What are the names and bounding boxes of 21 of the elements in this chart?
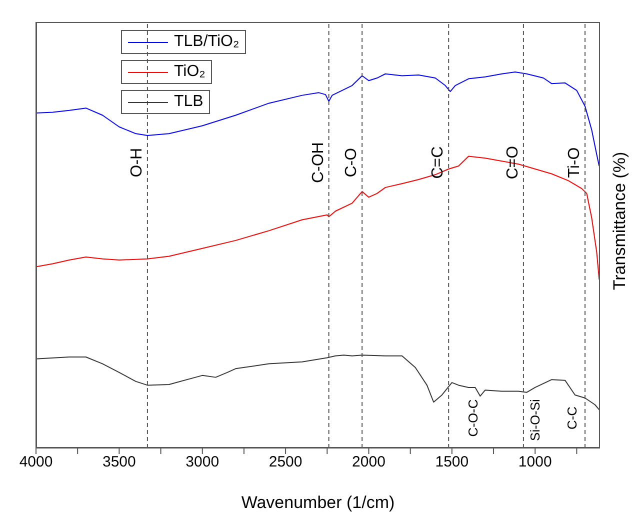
y-axis-title: Transmittance (%) [610, 151, 630, 290]
ref-line-label: C=O [504, 146, 522, 180]
x-tick-label: 3000 [186, 454, 220, 471]
annotation: Si-O-Si [528, 399, 542, 441]
ref-line-label: O-H [128, 148, 146, 178]
x-tick-label: 3500 [102, 454, 136, 471]
legend-label: TiO₂ [174, 63, 206, 81]
x-tick-label: 2500 [268, 454, 302, 471]
ref-line-label: C-O [343, 148, 360, 178]
ref-line-label: C=C [430, 146, 447, 179]
x-tick-label: 2000 [352, 454, 386, 471]
ref-line-label: C-OH [310, 142, 327, 184]
ref-line-label: Ti-O [566, 147, 584, 178]
annotation: C-O-C [466, 399, 480, 437]
x-tick-label: 1000 [518, 454, 552, 471]
x-axis-title: Wavenumber (1/cm) [241, 493, 395, 512]
x-tick-label: 1500 [435, 454, 469, 471]
legend-label: TLB/TiO₂ [174, 33, 240, 51]
x-tick-label: 4000 [19, 454, 53, 471]
annotation: C-C [564, 406, 580, 430]
legend-label: TLB [174, 93, 204, 111]
